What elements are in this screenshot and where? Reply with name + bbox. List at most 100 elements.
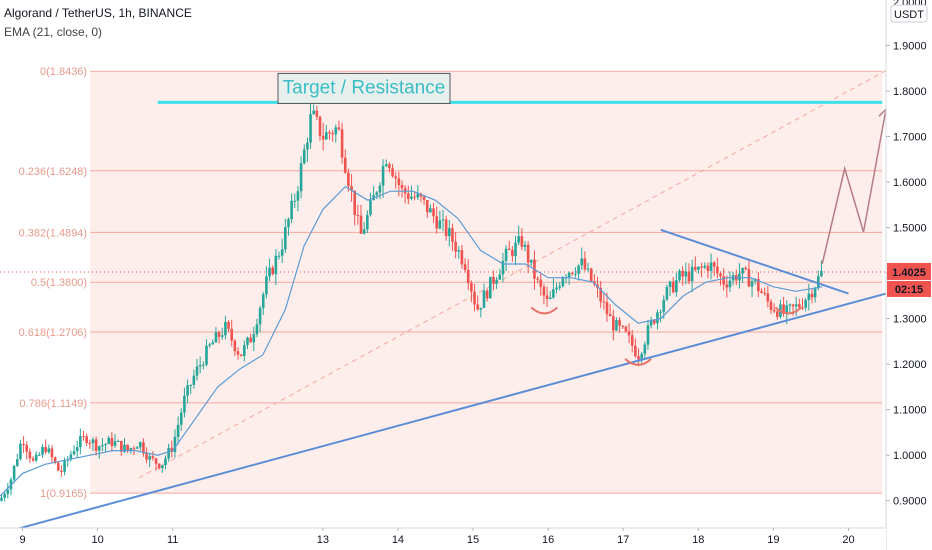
time-tick-label: 17 — [617, 534, 629, 546]
candle-down — [126, 444, 129, 451]
candle-up — [135, 447, 139, 449]
price-tick-label: 1.8000 — [893, 86, 927, 98]
candle-up — [665, 287, 669, 300]
candle-down — [454, 241, 457, 252]
candle-up — [788, 304, 792, 306]
candle-down — [53, 457, 57, 463]
candle-up — [214, 332, 218, 343]
candle-down — [511, 249, 514, 257]
price-axis[interactable]: 0.90001.00001.10001.20001.30001.40001.50… — [885, 0, 932, 550]
candle-up — [517, 236, 520, 243]
candle-up — [224, 321, 227, 336]
time-tick-label: 9 — [19, 534, 25, 546]
candle-down — [394, 176, 397, 179]
candle-down — [432, 208, 435, 217]
candle-down — [451, 228, 454, 242]
support-arc — [774, 306, 803, 315]
candle-up — [252, 334, 256, 343]
candle-down — [763, 292, 766, 294]
candle-up — [552, 289, 555, 298]
price-tick-label: 1.3000 — [893, 314, 927, 326]
candle-up — [741, 267, 744, 274]
candle-up — [678, 270, 681, 281]
candle-down — [716, 266, 719, 274]
candlestick-series — [0, 101, 823, 502]
candle-down — [422, 196, 426, 201]
candle-up — [820, 270, 823, 277]
candle-up — [3, 494, 6, 498]
candle-down — [624, 326, 628, 332]
time-tick-label: 13 — [317, 534, 329, 546]
candle-down — [473, 291, 476, 305]
price-tick-label: 0.9000 — [893, 496, 927, 508]
candle-down — [769, 301, 773, 310]
candle-down — [347, 172, 350, 187]
candle-down — [791, 304, 795, 307]
currency-label: USDT — [894, 9, 924, 21]
candle-down — [706, 265, 710, 271]
candle-down — [88, 442, 92, 444]
candle-up — [366, 214, 369, 230]
candle-down — [337, 127, 341, 130]
candle-up — [123, 444, 126, 452]
candle-up — [277, 255, 281, 257]
descending-trendline — [660, 228, 849, 295]
candle-down — [775, 311, 779, 317]
candle-up — [15, 459, 19, 466]
candle-down — [798, 304, 801, 308]
candle-up — [129, 448, 133, 451]
currency-button[interactable] — [890, 4, 928, 23]
candle-down — [94, 439, 98, 451]
candle-down — [233, 340, 237, 352]
time-tick-label: 15 — [467, 534, 479, 546]
candle-up — [186, 385, 189, 396]
time-axis[interactable]: 9 10 11 13 14 15 16 17 18 19 20 — [0, 527, 886, 550]
candle-up — [369, 200, 372, 215]
time-tick-label: 10 — [91, 534, 103, 546]
candle-down — [60, 470, 63, 472]
symbol-title: Algorand / TetherUS, 1h, BINANCE — [4, 6, 192, 20]
time-tick-label: 18 — [692, 534, 704, 546]
candle-up — [208, 344, 211, 346]
candle-down — [627, 331, 631, 336]
candle-up — [684, 271, 688, 277]
candle-down — [230, 328, 234, 341]
candle-down — [145, 453, 148, 460]
candle-up — [378, 185, 382, 193]
drawing-overlay: Target / Resistance — [3, 72, 889, 534]
price-tick-label: 1.2000 — [893, 359, 927, 371]
candle-down — [25, 444, 29, 452]
candle-down — [142, 442, 145, 454]
candle-up — [258, 308, 262, 325]
candle-down — [760, 291, 763, 293]
candle-up — [72, 451, 76, 455]
candle-down — [328, 132, 331, 134]
candle-up — [709, 262, 713, 271]
fibonacci-retracement: 0(1.8436) 0.236(1.6248) 0.382(1.4894) 0.5(1… — [19, 66, 883, 500]
candle-down — [757, 279, 760, 292]
candle-up — [268, 267, 271, 277]
candle-down — [719, 273, 722, 277]
candle-down — [170, 447, 174, 453]
candle-up — [202, 364, 205, 366]
candle-up — [750, 281, 754, 287]
candle-down — [132, 448, 136, 450]
candle-up — [690, 266, 694, 282]
candle-down — [154, 458, 158, 464]
candle-up — [438, 220, 442, 229]
candle-up — [640, 353, 643, 360]
candle-down — [239, 354, 243, 356]
indicator-legend: EMA (21, close, 0) — [4, 25, 103, 39]
candle-down — [722, 276, 725, 285]
candle-up — [649, 320, 653, 326]
candle-down — [476, 304, 479, 310]
projection-path — [821, 109, 887, 265]
candle-down — [492, 276, 495, 284]
candle-down — [391, 168, 394, 177]
candle-up — [302, 149, 306, 164]
candle-down — [31, 458, 35, 461]
last-price-badge — [887, 262, 931, 280]
candle-up — [586, 268, 590, 270]
candle-down — [353, 190, 357, 215]
